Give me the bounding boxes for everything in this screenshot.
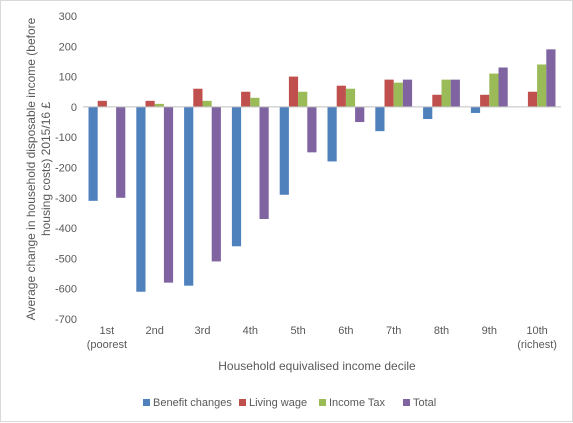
y-axis-ticks: -700 -600 -500 -400 -300 -200 -100 0 100 200 300 <box>55 11 77 326</box>
legend-swatch <box>239 399 246 406</box>
y-axis-title-line-1: Average change in household disposable i… <box>24 17 38 320</box>
x-tick-label: 4th <box>243 325 258 337</box>
y-axis-title-line-2: housing costs) 2015/16 £ <box>39 102 53 236</box>
bar-benefit-changes-7 <box>375 106 385 132</box>
bar-income-tax-6 <box>345 88 356 107</box>
x-tick-label: (richest) <box>517 339 557 351</box>
bar-total-2 <box>163 106 174 283</box>
bar-income-tax-10 <box>537 64 547 107</box>
y-tick-label: 200 <box>59 41 77 53</box>
y-tick-label: -200 <box>55 163 77 175</box>
legend-label: Total <box>413 397 436 409</box>
y-tick-label: -400 <box>55 223 77 235</box>
x-axis-ticks: 1st (poorest 2nd 3rd 4th 5th 6th 7th 8th 9th 10th (… <box>87 325 557 351</box>
bar-living-wage-4 <box>241 91 251 107</box>
bar-living-wage-10 <box>527 91 538 107</box>
x-tick-label: (poorest <box>87 339 127 351</box>
bar-benefit-changes-6 <box>327 106 337 162</box>
legend-label: Income Tax <box>329 397 386 409</box>
bar-total-3 <box>211 106 221 262</box>
x-tick-label: 6th <box>338 325 353 337</box>
bar-income-tax-4 <box>250 97 260 107</box>
bar-living-wage-2 <box>145 100 155 107</box>
bar-benefit-changes-5 <box>279 106 289 195</box>
bar-living-wage-5 <box>288 76 299 107</box>
y-tick-label: -100 <box>55 132 77 144</box>
y-tick-label: -300 <box>55 193 77 205</box>
bar-total-5 <box>307 106 317 153</box>
y-tick-label: 300 <box>59 11 77 23</box>
y-tick-label: 0 <box>71 102 77 114</box>
bar-total-6 <box>355 106 365 123</box>
y-tick-label: 100 <box>59 72 77 84</box>
bar-income-tax-2 <box>154 103 164 107</box>
bar-income-tax-7 <box>393 82 403 107</box>
legend-label: Living wage <box>249 397 307 409</box>
y-axis-title: Average change in household disposable i… <box>24 17 53 320</box>
bar-income-tax-9 <box>489 73 499 107</box>
bar-total-9 <box>498 67 508 107</box>
bars <box>88 49 556 292</box>
bar-total-8 <box>450 79 460 107</box>
y-tick-label: -600 <box>55 284 77 296</box>
x-tick-label: 2nd <box>146 325 164 337</box>
bar-benefit-changes-1 <box>88 106 98 201</box>
x-tick-label: 10th <box>526 325 547 337</box>
legend-label: Benefit changes <box>153 397 232 409</box>
bar-benefit-changes-3 <box>184 106 194 286</box>
bar-living-wage-8 <box>432 94 442 107</box>
legend-swatch <box>319 399 326 406</box>
bar-living-wage-6 <box>336 85 346 107</box>
bar-living-wage-1 <box>97 100 107 107</box>
bar-living-wage-3 <box>193 88 203 107</box>
x-tick-label: 9th <box>482 325 497 337</box>
bar-total-1 <box>116 106 126 198</box>
bar-benefit-changes-2 <box>136 106 146 292</box>
y-tick-label: -500 <box>55 253 77 265</box>
bar-benefit-changes-8 <box>423 106 433 120</box>
bar-living-wage-7 <box>384 79 394 107</box>
legend-swatch <box>403 399 410 406</box>
x-tick-label: 1st <box>100 325 115 337</box>
bar-income-tax-8 <box>441 79 451 107</box>
legend: Benefit changes Living wage Income Tax Tota… <box>143 397 436 409</box>
bar-benefit-changes-9 <box>470 106 481 113</box>
x-tick-label: 5th <box>290 325 305 337</box>
x-tick-label: 8th <box>434 325 449 337</box>
bar-total-7 <box>402 79 413 107</box>
bar-income-tax-3 <box>202 100 212 107</box>
x-tick-label: 7th <box>386 325 401 337</box>
y-tick-label: -700 <box>55 314 77 326</box>
bar-income-tax-5 <box>298 91 308 107</box>
legend-swatch <box>143 399 150 406</box>
x-tick-label: 3rd <box>195 325 211 337</box>
bar-total-4 <box>259 106 269 220</box>
bar-benefit-changes-4 <box>231 106 242 247</box>
x-axis-title: Household equivalised income decile <box>218 359 416 373</box>
bar-living-wage-9 <box>480 94 490 107</box>
bar-total-10 <box>546 49 556 107</box>
